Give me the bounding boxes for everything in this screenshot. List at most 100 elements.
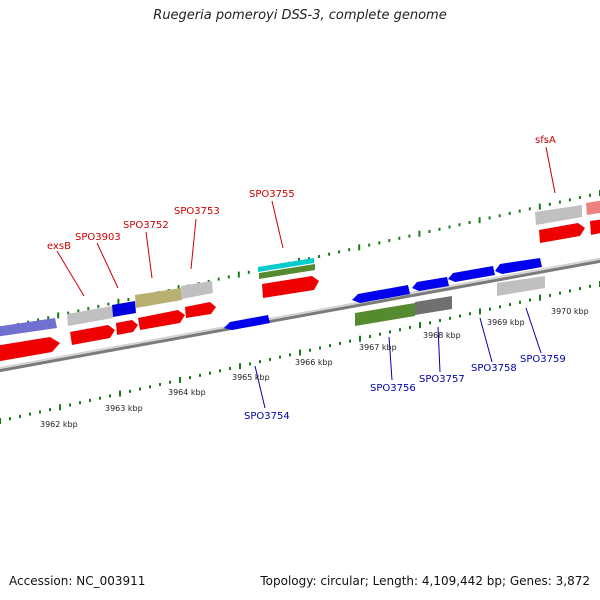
feature-block-darkgrey[interactable] [415, 296, 452, 315]
minor-tick [469, 312, 471, 316]
major-tick [419, 322, 421, 329]
minor-tick [569, 289, 571, 293]
feature-block-grey[interactable] [181, 281, 213, 299]
minor-tick [107, 302, 110, 306]
feature-block-green[interactable] [355, 303, 415, 326]
feature-track-reverse [224, 258, 545, 330]
gene-arrow[interactable] [448, 266, 495, 282]
accession-text: Accession: NC_003911 [9, 574, 146, 588]
gene-label-SPO3756[interactable]: SPO3756 [370, 383, 416, 394]
gene-label-SPO3752[interactable]: SPO3752 [123, 220, 169, 231]
minor-tick [369, 335, 371, 338]
feature-block-pink[interactable] [586, 200, 600, 215]
minor-tick [338, 250, 341, 254]
scale-label: 3968 kbp [423, 331, 461, 340]
feature-block-grey[interactable] [535, 205, 582, 225]
label-leaders [56, 146, 556, 409]
gene-arrow[interactable] [185, 302, 216, 318]
minor-tick [408, 234, 411, 238]
gene-label-exsB[interactable]: exsB [47, 241, 71, 252]
gene-arrow[interactable] [590, 219, 600, 235]
minor-tick [99, 396, 101, 400]
gene-arrow[interactable] [352, 285, 410, 303]
minor-tick [77, 309, 80, 313]
gene-arrow[interactable] [138, 310, 185, 330]
gene-label-SPO3903[interactable]: SPO3903 [75, 232, 121, 243]
major-tick [59, 404, 61, 411]
minor-tick [449, 316, 451, 320]
gene-arrow[interactable] [495, 258, 542, 274]
minor-tick [289, 353, 291, 357]
minor-tick [519, 300, 521, 304]
scale-label: 3962 kbp [40, 420, 78, 429]
minor-tick [589, 284, 591, 288]
minor-tick [139, 387, 141, 391]
minor-tick [309, 348, 311, 352]
minor-tick [229, 367, 231, 370]
minor-tick [259, 360, 261, 364]
genome-summary-text: Topology: circular; Length: 4,109,442 bp… [260, 574, 590, 588]
gene-arrow[interactable] [0, 337, 60, 362]
minor-tick [568, 198, 571, 202]
gene-arrow[interactable] [262, 276, 319, 298]
minor-tick [518, 209, 521, 213]
minor-tick [199, 373, 201, 377]
gene-label-SPO3753[interactable]: SPO3753 [174, 206, 220, 217]
minor-tick [217, 277, 220, 281]
feature-block-olive[interactable] [135, 288, 182, 308]
top-labels: exsB SPO3903 SPO3752 SPO3753 SPO3755 sfs… [47, 135, 556, 252]
minor-tick [129, 389, 131, 393]
major-tick [479, 308, 481, 315]
minor-tick [67, 311, 70, 315]
gene-arrow[interactable] [70, 325, 115, 345]
minor-tick [87, 307, 90, 311]
minor-tick [209, 371, 211, 375]
minor-tick [279, 355, 281, 359]
gene-label-SPO3754[interactable]: SPO3754 [244, 411, 290, 422]
feature-block-grey[interactable] [497, 276, 545, 296]
scale-label: 3967 kbp [359, 343, 397, 352]
scale-label: 3969 kbp [487, 318, 525, 327]
gene-label-SPO3759[interactable]: SPO3759 [520, 354, 566, 365]
minor-tick [528, 207, 531, 211]
minor-tick [127, 298, 130, 301]
minor-tick [227, 275, 230, 279]
gene-label-sfsA[interactable]: sfsA [535, 135, 556, 146]
gene-label-SPO3758[interactable]: SPO3758 [471, 363, 517, 374]
minor-tick [9, 417, 11, 421]
minor-tick [47, 316, 50, 320]
minor-tick [578, 196, 581, 199]
minor-tick [439, 319, 441, 322]
feature-block-cyan[interactable] [258, 258, 314, 272]
minor-tick [169, 380, 171, 384]
scale-label: 3964 kbp [168, 388, 206, 397]
feature-block-green[interactable] [259, 264, 315, 279]
scale-label: 3966 kbp [295, 358, 333, 367]
minor-tick [348, 248, 351, 252]
feature-block-purple[interactable] [0, 318, 57, 337]
minor-tick [19, 414, 21, 418]
gene-arrow[interactable] [539, 223, 585, 243]
gene-arrow[interactable] [224, 315, 270, 330]
major-tick [239, 363, 241, 370]
feature-block-blue[interactable] [112, 301, 136, 317]
minor-tick [458, 223, 461, 227]
minor-tick [329, 344, 331, 348]
major-tick [57, 312, 60, 319]
major-tick [359, 335, 361, 342]
major-tick [478, 217, 481, 224]
gene-arrow[interactable] [412, 277, 449, 291]
feature-track-forward [0, 200, 600, 362]
minor-tick [579, 287, 581, 291]
gene-label-SPO3757[interactable]: SPO3757 [419, 374, 465, 385]
minor-tick [398, 236, 401, 240]
minor-tick [189, 376, 191, 380]
feature-block-grey[interactable] [67, 306, 113, 326]
minor-tick [37, 318, 40, 322]
minor-tick [428, 230, 431, 233]
genome-backbone [0, 257, 600, 373]
gene-label-SPO3755[interactable]: SPO3755 [249, 189, 295, 200]
minor-tick [499, 305, 501, 309]
gene-arrow[interactable] [116, 320, 138, 335]
